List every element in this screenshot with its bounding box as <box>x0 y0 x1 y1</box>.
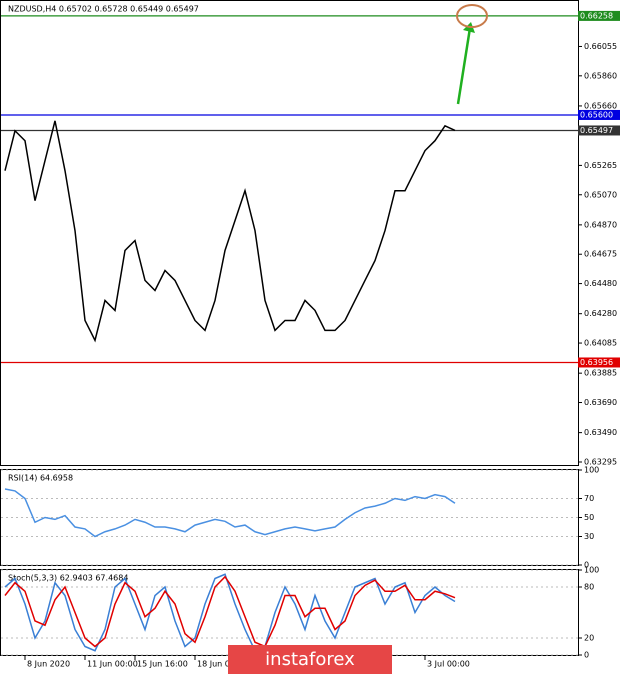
y-tick-label: 0.63295 <box>584 457 617 466</box>
x-tick-label: 3 Jul 00:00 <box>427 660 470 669</box>
y-tick-label: 0.64480 <box>584 279 617 288</box>
y-tick-label: 0.66055 <box>584 42 617 51</box>
y-tick-label: 0.64675 <box>584 250 617 259</box>
y-tick-label: 80 <box>584 583 594 592</box>
series-line <box>4 575 456 648</box>
arrow <box>456 27 472 105</box>
watermark-box <box>228 645 392 674</box>
y-tick-label: 0.63885 <box>584 369 617 378</box>
series-line <box>4 488 456 538</box>
level-label: 0.63956 <box>580 358 613 367</box>
y-tick-label: 0.65070 <box>584 190 617 199</box>
level-label: 0.65600 <box>580 110 613 119</box>
watermark: instaforex <box>265 649 355 670</box>
x-tick-label: 18 Jun 08:00 <box>197 660 248 669</box>
level-label: 0.66258 <box>580 11 613 20</box>
x-tick-label: 8 Jun 2020 <box>27 660 70 669</box>
y-tick-label: 50 <box>584 513 594 522</box>
y-tick-label: 70 <box>584 494 594 503</box>
panel-title: Stoch(5,3,3) 62.9403 67.4684 <box>8 574 128 583</box>
level-label: 0.65497 <box>580 126 613 135</box>
y-tick-label: 0 <box>584 561 589 570</box>
y-tick-label: 0.64085 <box>584 339 617 348</box>
y-tick-label: 0.65860 <box>584 71 617 80</box>
y-tick-label: 0.64280 <box>584 309 617 318</box>
y-tick-label: 0 <box>584 651 589 660</box>
panel-title: RSI(14) 64.6958 <box>8 474 73 483</box>
y-tick-label: 20 <box>584 634 594 643</box>
y-tick-label: 0.64870 <box>584 220 617 229</box>
level-tag <box>578 125 620 136</box>
panel-title: NZDUSD,H4 0.65702 0.65728 0.65449 0.6549… <box>8 5 199 14</box>
level-tag <box>578 10 620 21</box>
level-tag <box>578 109 620 120</box>
series-line <box>4 120 456 343</box>
y-tick-label: 0.65660 <box>584 101 617 110</box>
x-tick-label: 11 Jun 00:00 <box>87 660 138 669</box>
y-tick-label: 100 <box>584 566 599 575</box>
y-tick-label: 0.65265 <box>584 161 617 170</box>
price-frame <box>0 0 579 466</box>
y-tick-label: 0.63690 <box>584 398 617 407</box>
x-tick-label: 15 Jun 16:00 <box>137 660 188 669</box>
series-line <box>4 573 456 652</box>
level-tag <box>578 357 620 368</box>
y-tick-label: 30 <box>584 532 594 541</box>
y-tick-label: 100 <box>584 466 599 475</box>
y-tick-label: 0.63490 <box>584 428 617 437</box>
target-circle <box>456 4 488 28</box>
